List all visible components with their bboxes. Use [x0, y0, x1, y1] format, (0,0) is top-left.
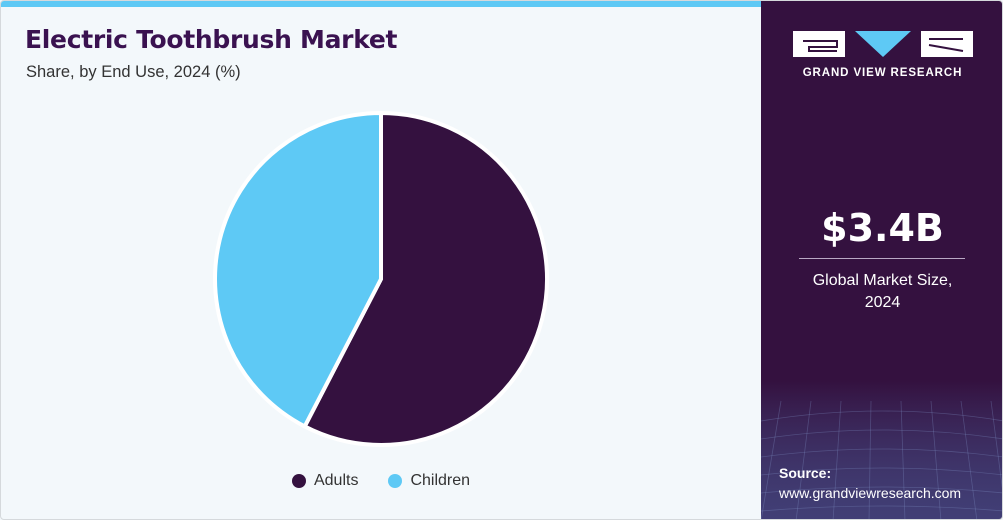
market-size-label: Global Market Size, 2024 — [761, 270, 1002, 314]
source-title: Source: — [779, 465, 832, 481]
market-size-label-line1: Global Market Size, — [812, 272, 953, 289]
source-block: Source: www.grandviewresearch.com — [779, 463, 961, 503]
brand-name: GRAND VIEW RESEARCH — [802, 67, 963, 79]
chart-title: Electric Toothbrush Market — [25, 25, 398, 54]
legend-item-children: Children — [388, 472, 470, 490]
legend-swatch — [388, 474, 403, 488]
market-size-value: $3.4B — [821, 206, 944, 250]
legend-swatch — [291, 474, 306, 488]
divider — [799, 258, 965, 259]
legend-label: Children — [410, 472, 471, 489]
brand-logo — [793, 31, 973, 57]
pie-slice-adults — [302, 111, 549, 447]
legend-label: Adults — [313, 472, 359, 489]
market-size-label-line2: 2024 — [864, 294, 901, 311]
legend-item-adults: Adults — [291, 472, 359, 490]
chart-legend: Adults Children — [1, 472, 761, 490]
pie-slice-children — [213, 111, 383, 429]
chart-subtitle: Share, by End Use, 2024 (%) — [26, 63, 241, 81]
grid-decoration — [761, 381, 1002, 519]
pie-chart — [213, 111, 549, 447]
source-url[interactable]: www.grandviewresearch.com — [779, 485, 962, 501]
accent-bar — [1, 1, 761, 7]
info-sidebar: GRAND VIEW RESEARCH $3.4B Global Market … — [761, 1, 1002, 519]
